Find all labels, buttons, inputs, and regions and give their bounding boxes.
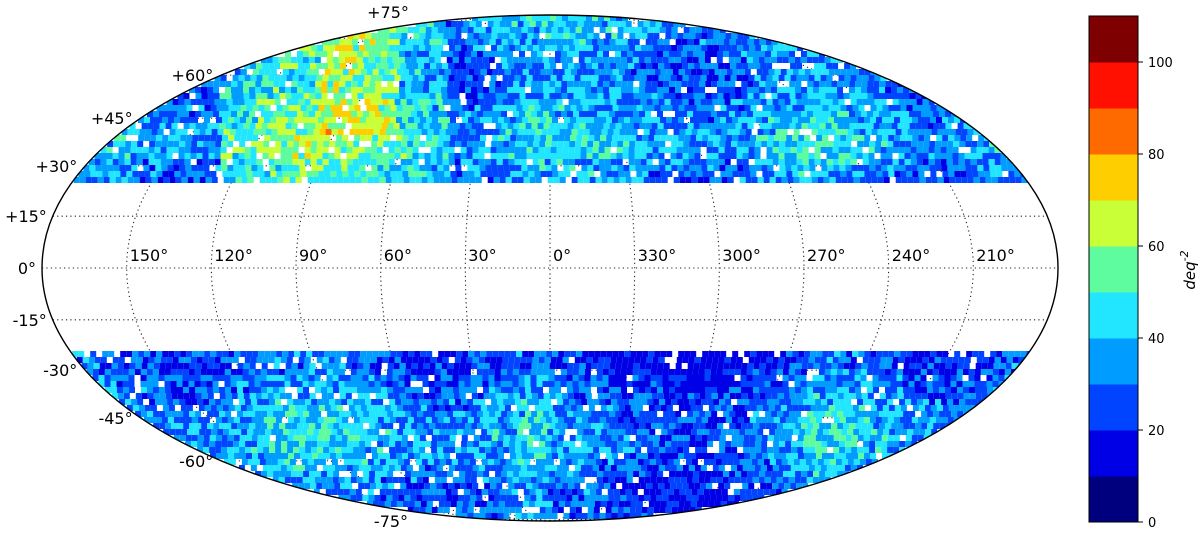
longitude-tick-label: 210° [976,246,1015,265]
longitude-tick-label: 240° [892,246,931,265]
colorbar-segment [1089,62,1138,109]
colorbar-segment [1089,200,1138,247]
longitude-tick-label: 330° [638,246,677,265]
longitude-tick-label: 270° [807,246,846,265]
meridian-line [210,14,551,522]
longitude-tick-label: 120° [214,246,253,265]
latitude-tick-label: +45° [91,109,133,128]
colorbar-tick-label: 60 [1148,240,1165,255]
colorbar-segment [1089,246,1138,293]
latitude-tick-label: +60° [172,66,214,85]
longitude-tick-label: 30° [468,246,496,265]
latitude-tick-label: -15° [13,311,47,330]
colorbar-tick-label: 0 [1148,516,1156,531]
sky-boundary [41,14,1059,522]
colorbar-segment [1089,16,1138,63]
meridian-line [380,14,551,522]
latitude-tick-label: -75° [374,512,408,531]
longitude-tick-label: 300° [722,246,761,265]
latitude-tick-label: 0° [18,259,36,278]
meridian-line [464,14,551,522]
colorbar-tick-label: 40 [1148,332,1165,347]
longitude-tick-label: 0° [553,246,571,265]
colorbar-frame [1088,15,1139,523]
meridian-line [549,14,636,522]
latitude-tick-label: -30° [43,361,77,380]
longitude-tick-label: 150° [130,246,169,265]
meridian-line [549,14,890,522]
latitude-tick-label: +15° [5,207,47,226]
colorbar-tick-label: 100 [1148,56,1173,71]
colorbar-tick-label: 20 [1148,424,1165,439]
colorbar: 0 20 40 60 80 100 deq-2 [1088,15,1199,531]
colorbar-segment [1089,292,1138,339]
colorbar-segment [1089,430,1138,477]
latitude-tick-label: -60° [179,452,213,471]
longitude-tick-labels: 150° 120° 90° 60° 30° 0° 330° 300° 270° 240° 210° [130,246,1015,265]
colorbar-segment [1089,384,1138,431]
latitude-tick-label: +30° [36,157,78,176]
colorbar-segment [1089,108,1138,155]
longitude-tick-label: 90° [299,246,327,265]
density-layer [72,15,1033,519]
colorbar-segment [1089,154,1138,201]
latitude-tick-labels: +75° +60° +45° +30° +15° 0° -15° -30° -45° -60° -7… [5,3,409,531]
colorbar-label: deq-2 [1178,250,1199,289]
meridian-line [549,14,720,522]
colorbar-segment [1089,476,1138,523]
latitude-tick-label: +75° [367,3,409,22]
colorbar-segment [1089,338,1138,385]
longitude-tick-label: 60° [384,246,412,265]
colorbar-tick-label: 80 [1148,148,1165,163]
latitude-tick-label: -45° [98,409,132,428]
